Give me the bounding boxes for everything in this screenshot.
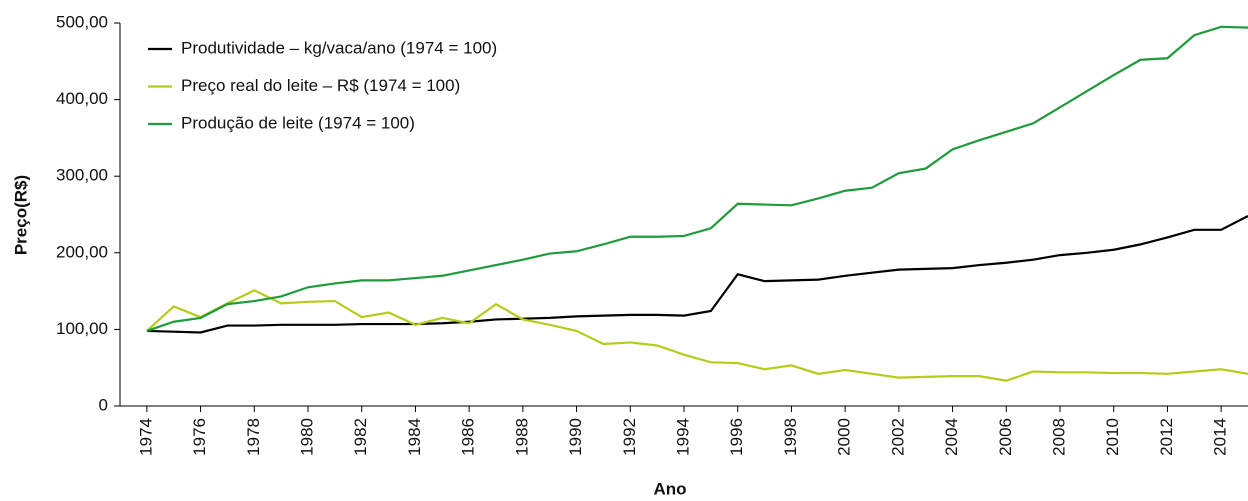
x-axis-title: Ano [653,479,686,498]
x-tick-label: 1996 [727,418,746,456]
x-tick-label: 1976 [190,418,209,456]
legend-label: Produtividade – kg/vaca/ano (1974 = 100) [181,38,497,57]
legend-label: Produção de leite (1974 = 100) [181,113,415,132]
x-tick-label: 1990 [566,418,585,456]
series-line [146,289,1248,382]
x-tick-label: 1986 [459,418,478,456]
x-tick-label: 1994 [673,418,692,456]
x-tick-label: 2006 [996,418,1015,456]
x-tick-label: 2000 [835,418,854,456]
x-tick-label: 1980 [297,418,316,456]
y-tick-label: 300,00 [56,166,108,185]
x-tick-label: 1984 [405,418,424,456]
x-tick-label: 1974 [136,418,155,456]
x-tick-label: 2008 [1049,418,1068,456]
x-tick-label: 1982 [351,418,370,456]
y-tick-label: 100,00 [56,319,108,338]
legend-label: Preço real do leite – R$ (1974 = 100) [181,76,460,95]
y-tick-label: 400,00 [56,89,108,108]
y-axis-title: Preço(R$) [11,175,30,255]
x-tick-label: 2002 [888,418,907,456]
y-tick-label: 500,00 [56,12,108,31]
x-tick-label: 2012 [1157,418,1176,456]
y-tick-label: 0 [99,395,108,414]
x-tick-label: 2004 [942,418,961,456]
x-tick-label: 2010 [1103,418,1122,456]
series-line [146,215,1248,334]
x-tick-label: 2014 [1211,418,1230,456]
x-tick-label: 1998 [781,418,800,456]
y-tick-label: 200,00 [56,242,108,261]
series-line [146,25,1248,332]
x-tick-label: 1988 [512,418,531,456]
x-tick-label: 1978 [244,418,263,456]
x-tick-label: 1992 [620,418,639,456]
